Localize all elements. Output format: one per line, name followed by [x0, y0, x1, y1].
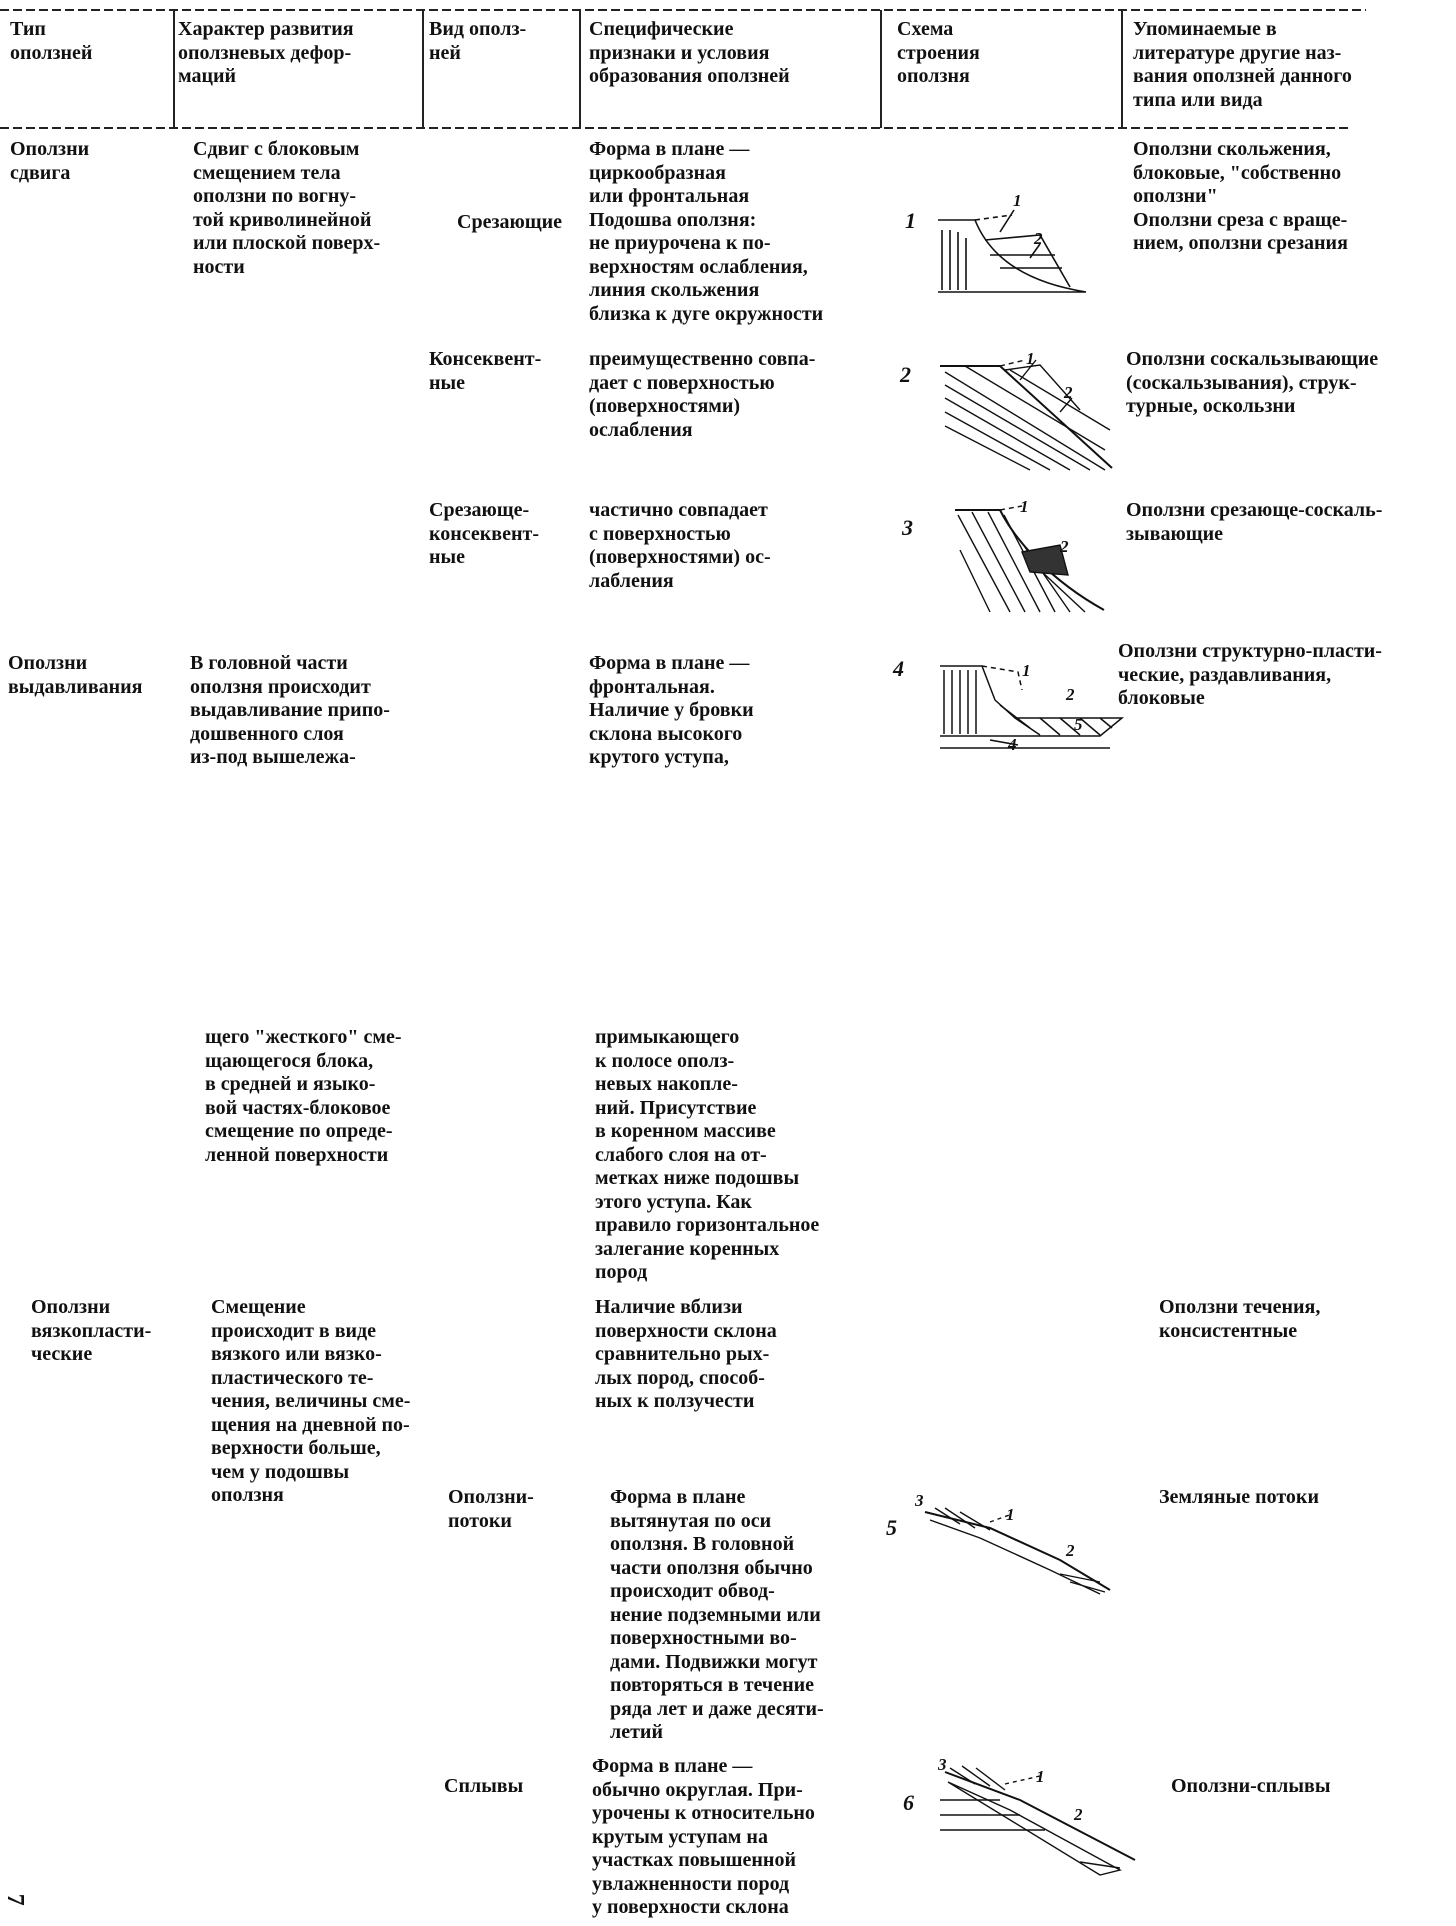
page-number: 7	[1, 1893, 28, 1906]
header-cell: Схема строения оползня	[897, 18, 980, 87]
deformation-character: Смещение происходит в виде вязкого или в…	[211, 1296, 411, 1506]
features: Форма в плане — обычно округлая. При- ур…	[592, 1755, 815, 1918]
hatch	[940, 1765, 1121, 1869]
scheme-number: 1	[905, 208, 916, 233]
header-cell: Тип оползней	[10, 18, 93, 64]
scheme-number: 5	[886, 1515, 897, 1540]
header-cell: Вид ополз- ней	[429, 18, 527, 64]
slide-body	[929, 1519, 1101, 1595]
landslide-type: Оползни вязкопласти- ческие	[31, 1296, 152, 1365]
header-cell: Специфические признаки и условия образов…	[589, 18, 790, 87]
scheme-drawing	[955, 505, 1105, 613]
landslide-kind: Срезающе- консеквент- ные	[429, 499, 539, 568]
leader	[999, 209, 1041, 259]
scheme-drawing	[938, 209, 1087, 293]
other-names: Оползни структурно-пласти- ческие, разда…	[1118, 640, 1382, 709]
old-surface	[999, 505, 1023, 511]
scheme-label: 3	[914, 1491, 924, 1510]
scheme-drawing	[940, 1765, 1136, 1876]
scheme-number: 3	[901, 515, 913, 540]
scheme-label: 2	[1065, 685, 1075, 704]
header-cell: Характер развития оползневых дефор- маци…	[178, 18, 354, 87]
hatch	[999, 704, 1113, 736]
other-names: Земляные потоки	[1159, 1486, 1319, 1508]
table-rules	[0, 9, 1366, 129]
hatch	[944, 365, 1111, 471]
slope	[938, 219, 1087, 293]
landslide-kind: Срезающие	[457, 211, 563, 233]
deformation-character: В головной части оползня происходит выда…	[190, 652, 390, 768]
features: Форма в плане вытянутая по оси оползня. …	[610, 1486, 824, 1743]
other-names: Оползни срезающе-соскаль- зывающие	[1126, 499, 1383, 545]
block	[984, 234, 1071, 288]
other-names: Оползни-сплывы	[1171, 1775, 1331, 1797]
scheme-label: 4	[1007, 735, 1017, 754]
old-surface	[981, 665, 1023, 691]
scheme-label: 1	[1036, 1767, 1045, 1786]
scheme-label: 2	[1073, 1805, 1083, 1824]
scheme-label: 2	[1033, 229, 1043, 248]
scheme-number: 6	[903, 1790, 914, 1815]
header-cell: Упоминаемые в литературе другие наз- ван…	[1133, 18, 1352, 111]
old-surface	[989, 1513, 1013, 1523]
landslide-kind: Консеквент- ные	[429, 348, 542, 394]
hatch	[943, 670, 977, 734]
scheme-number: 2	[899, 362, 911, 387]
features: преимущественно совпа- дает с поверхност…	[589, 348, 816, 441]
slope	[940, 365, 1113, 469]
scheme-number: 4	[892, 656, 904, 681]
block	[1021, 544, 1069, 576]
deformation-character: щего "жесткого" сме- щающегося блока, в …	[205, 1026, 402, 1166]
scheme-label: 1	[1026, 349, 1035, 368]
slope	[924, 1511, 1111, 1591]
hatch	[934, 1507, 1106, 1593]
old-surface	[974, 214, 1013, 221]
landslide-kind: Сплывы	[444, 1775, 524, 1797]
hatch	[941, 230, 967, 290]
features: Наличие вблизи поверхности склона сравни…	[595, 1296, 777, 1412]
landslide-type: Оползни сдвига	[10, 138, 90, 184]
scheme-label: 1	[1020, 497, 1029, 516]
block	[1004, 359, 1081, 413]
features: Форма в плане — циркообразная или фронта…	[589, 138, 824, 325]
landslide-kind: Оползни- потоки	[448, 1486, 534, 1532]
scheme-label: 2	[1059, 537, 1069, 556]
other-names: Оползни течения, консистентные	[1159, 1296, 1321, 1342]
features: Форма в плане — фронтальная. Наличие у б…	[589, 652, 754, 768]
features: частично совпадает с поверхностью (повер…	[589, 499, 771, 592]
scheme-drawing	[924, 1507, 1111, 1595]
scheme-label: 3	[937, 1755, 947, 1774]
scheme-label: 2	[1063, 383, 1073, 402]
scheme-label: 1	[1013, 191, 1022, 210]
scheme-label: 2	[1065, 1541, 1075, 1560]
old-surface	[999, 359, 1026, 367]
deformation-character: Сдвиг с блоковым смещением тела оползни …	[193, 138, 381, 278]
scheme-label: 1	[1022, 661, 1031, 680]
scheme-drawing	[940, 665, 1125, 749]
scheme-drawing	[940, 359, 1113, 471]
scheme-label: 5	[1074, 715, 1083, 734]
slide-body	[947, 1781, 1122, 1876]
scheme-label: 1	[1006, 1505, 1015, 1524]
hatch	[957, 511, 1086, 613]
features: примыкающего к полосе ополз- невых накоп…	[595, 1026, 820, 1283]
other-names: Оползни скольжения, блоковые, "собственн…	[1133, 138, 1348, 254]
other-names: Оползни соскальзывающие (соскальзывания)…	[1126, 348, 1379, 417]
old-surface	[1004, 1775, 1041, 1785]
landslide-type: Оползни выдавливания	[8, 652, 143, 698]
base	[940, 739, 1110, 749]
